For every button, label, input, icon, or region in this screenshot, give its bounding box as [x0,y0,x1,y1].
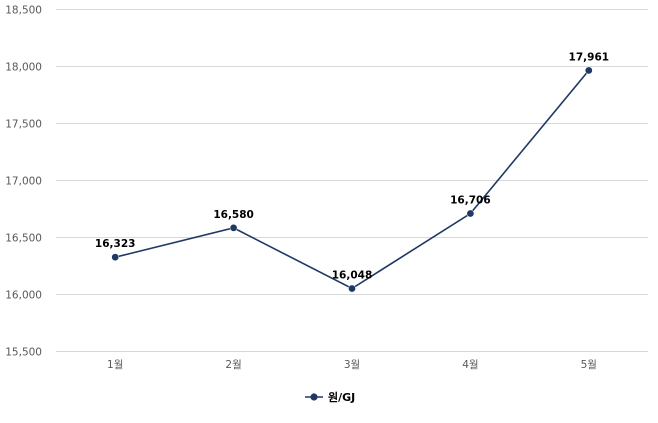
legend[interactable]: 원/GJ [305,390,355,404]
y-tick-label: 16,500 [5,233,42,245]
y-tick-label: 17,000 [5,176,42,188]
y-axis-tick-labels: 15,500 16,000 16,500 17,000 17,500 18,000 18,5… [5,5,42,359]
data-point[interactable] [229,224,238,232]
y-tick-label: 16,000 [5,290,42,302]
y-tick-label: 18,500 [5,5,42,17]
x-tick-label: 4월 [462,359,478,371]
y-tick-label: 18,000 [5,62,42,74]
data-point[interactable] [466,209,475,218]
data-label: 16,323 [95,238,136,250]
series-line [115,69,590,290]
grid-lines [56,9,648,352]
data-label: 16,706 [450,195,491,207]
series-group [111,66,593,293]
y-tick-label: 17,500 [5,119,42,131]
legend-marker-icon [310,393,318,401]
data-label: 16,580 [213,209,254,221]
x-tick-label: 2월 [225,359,241,371]
data-point[interactable] [111,253,120,262]
data-labels: 16,323 16,580 16,048 16,706 17,961 [95,51,609,281]
data-point[interactable] [584,66,593,75]
x-tick-label: 1월 [107,359,123,371]
data-label: 17,961 [569,51,610,63]
data-point[interactable] [348,284,356,293]
data-label: 16,048 [332,270,373,282]
legend-label: 원/GJ [328,390,355,404]
x-axis-tick-labels: 1월 2월 3월 4월 5월 [107,359,597,371]
y-tick-label: 15,500 [5,347,42,359]
x-tick-label: 3월 [344,359,360,371]
x-tick-label: 5월 [581,359,597,371]
